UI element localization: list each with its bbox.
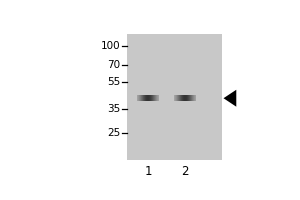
Text: 70: 70 bbox=[107, 60, 120, 70]
Text: 1: 1 bbox=[144, 165, 152, 178]
Bar bbox=[127, 34, 222, 160]
Text: 25: 25 bbox=[107, 128, 120, 138]
Text: 55: 55 bbox=[107, 77, 120, 87]
Polygon shape bbox=[224, 90, 236, 107]
Text: 100: 100 bbox=[100, 41, 120, 51]
Text: 2: 2 bbox=[182, 165, 189, 178]
Text: 35: 35 bbox=[107, 104, 120, 114]
